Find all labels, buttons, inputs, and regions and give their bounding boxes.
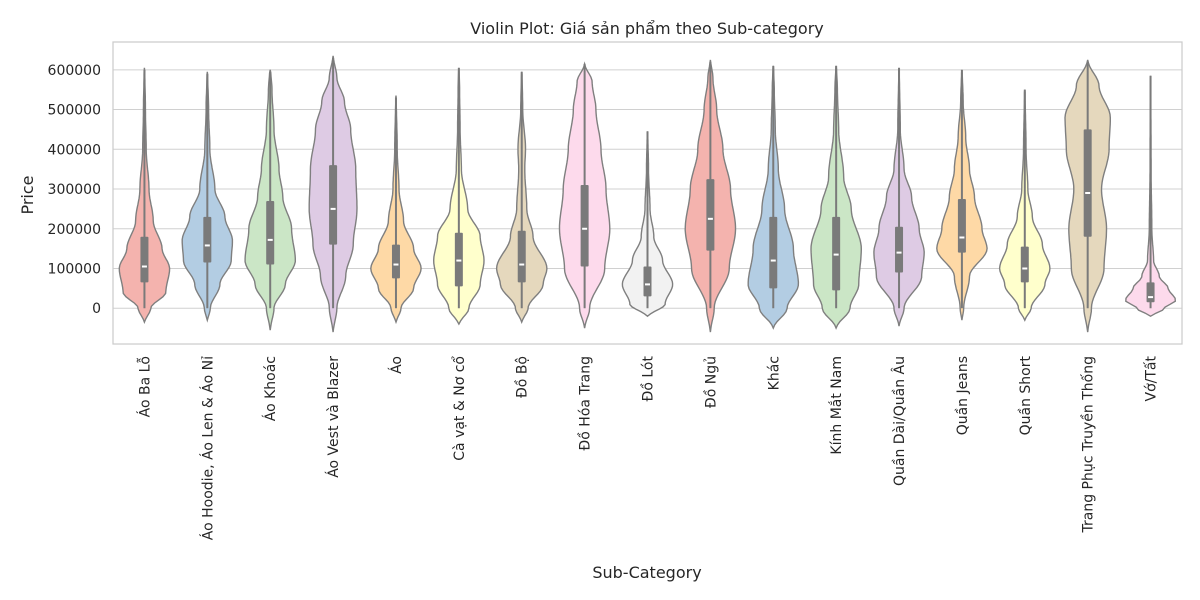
chart-title: Violin Plot: Giá sản phẩm theo Sub-categ… — [470, 19, 824, 38]
x-tick-label: Áo Hoodie, Áo Len & Áo Nỉ — [199, 356, 216, 540]
violin-iqr-box — [266, 200, 275, 265]
violin-iqr-box — [1083, 129, 1092, 237]
x-tick-label: Đồ Hóa Trang — [577, 356, 594, 451]
x-tick-label: Quần Dài/Quần Âu — [890, 356, 908, 486]
y-tick-labels: 0 100000 200000 300000 400000 500000 600000 — [48, 63, 101, 317]
x-tick-label: Đồ Ngủ — [702, 356, 719, 408]
violin-iqr-box — [1146, 282, 1155, 303]
x-tick-label: Cà vạt & Nơ cổ — [451, 356, 468, 461]
violin-iqr-box — [140, 236, 149, 283]
y-axis-label: Price — [18, 175, 37, 214]
violin-iqr-box — [391, 244, 400, 279]
x-tick-label: Áo Ba Lỗ — [136, 356, 153, 417]
y-tick-label: 600000 — [48, 63, 101, 79]
plot-frame — [112, 41, 1183, 345]
x-tick-label: Quần Jeans — [955, 356, 971, 435]
x-tick-label: Trang Phục Truyền Thống — [1080, 356, 1097, 533]
x-tick-labels: Áo Ba Lỗ Áo Hoodie, Áo Len & Áo Nỉ Áo Khoá… — [136, 355, 1159, 540]
violin-layer — [118, 55, 1177, 333]
violin-iqr-box — [580, 185, 589, 267]
violin-iqr-box — [203, 216, 212, 263]
x-tick-label: Kính Mắt Nam — [828, 356, 845, 455]
y-tick-label: 200000 — [48, 222, 101, 238]
violin-iqr-box — [895, 226, 904, 273]
violin-iqr-box — [769, 216, 778, 289]
violin-iqr-box — [329, 165, 338, 245]
y-tick-label: 100000 — [48, 262, 101, 278]
x-tick-label: Đồ Lót — [640, 356, 657, 402]
x-tick-label: Áo Khoác — [262, 356, 279, 421]
y-tick-label: 500000 — [48, 103, 101, 119]
x-tick-label: Áo Vest và Blazer — [325, 356, 342, 478]
violin-iqr-box — [706, 179, 715, 251]
x-tick-label: Khác — [766, 356, 782, 390]
violin-iqr-box — [517, 230, 526, 283]
x-axis-label: Sub-Category — [592, 563, 701, 582]
y-tick-label: 0 — [92, 301, 101, 317]
x-tick-label: Áo — [388, 356, 405, 374]
violin-iqr-box — [957, 198, 966, 253]
x-tick-label: Vớ/Tất — [1144, 355, 1160, 401]
violin-iqr-box — [1020, 246, 1029, 283]
violin-iqr-box — [643, 266, 652, 297]
x-tick-label: Đồ Bộ — [514, 356, 531, 398]
y-tick-label: 400000 — [48, 142, 101, 158]
x-tick-label: Quần Short — [1018, 355, 1034, 435]
y-tick-label: 300000 — [48, 182, 101, 198]
